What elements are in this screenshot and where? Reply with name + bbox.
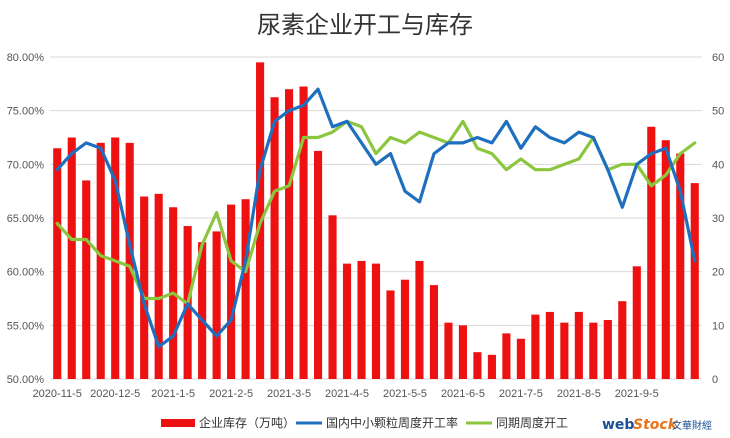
inventory-bar xyxy=(328,215,337,379)
inventory-bar xyxy=(690,183,699,379)
right-tick-label: 30 xyxy=(712,213,724,225)
operating-rate-line xyxy=(55,87,697,349)
inventory-bar xyxy=(111,137,120,379)
inventory-bar xyxy=(661,140,670,379)
right-tick-label: 40 xyxy=(712,159,724,171)
inventory-bar xyxy=(400,279,410,379)
inventory-bar xyxy=(473,352,482,379)
inventory-bar xyxy=(502,333,511,379)
inventory-bar xyxy=(125,142,134,379)
right-tick-label: 0 xyxy=(712,374,718,386)
inventory-bar xyxy=(618,301,627,379)
left-tick-label: 50.00% xyxy=(7,374,45,386)
inventory-bar xyxy=(82,180,91,379)
inventory-bar xyxy=(53,148,62,379)
inventory-bar xyxy=(676,153,685,379)
inventory-bar xyxy=(487,354,496,379)
legend-label-same-period: 同期周度开工 xyxy=(496,415,568,430)
inventory-bar xyxy=(357,260,366,379)
right-tick-label: 20 xyxy=(712,267,724,279)
bar-series xyxy=(53,62,699,380)
left-axis: 50.00% 55.00% 60.00% 65.00% 70.00% 75.00% 80.0… xyxy=(7,52,45,386)
x-tick-label: 2021-1-5 xyxy=(151,388,195,400)
legend-label-operating-rate: 国内中小颗粒周度开工率 xyxy=(326,415,458,430)
inventory-bar xyxy=(313,150,323,379)
right-tick-label: 60 xyxy=(712,52,724,64)
inventory-bar xyxy=(96,142,105,379)
x-tick-label: 2021-3-5 xyxy=(267,388,311,400)
inventory-bar xyxy=(386,290,395,379)
inventory-bar xyxy=(270,97,279,379)
right-tick-label: 10 xyxy=(712,320,724,332)
inventory-bar xyxy=(342,263,352,379)
webstock-logo: web Stock 文華財經 xyxy=(602,417,712,433)
x-tick-label: 2021-2-5 xyxy=(209,388,253,400)
inventory-bar xyxy=(429,285,439,379)
inventory-bar xyxy=(241,199,250,379)
inventory-bar xyxy=(560,322,569,379)
x-tick-label: 2020-12-5 xyxy=(90,388,140,400)
x-tick-label: 2021-7-5 xyxy=(499,388,543,400)
left-tick-label: 80.00% xyxy=(7,52,45,64)
inventory-bar xyxy=(603,319,612,379)
legend: 企业库存（万吨） 国内中小颗粒周度开工率 同期周度开工 xyxy=(161,415,568,430)
inventory-bar xyxy=(647,126,656,380)
logo-web: web xyxy=(602,417,634,433)
inventory-bar xyxy=(140,196,149,379)
inventory-bar xyxy=(285,89,294,379)
x-tick-label: 2021-9-5 xyxy=(615,388,659,400)
inventory-bar xyxy=(198,242,207,379)
inventory-bar xyxy=(299,86,308,380)
inventory-bar xyxy=(154,193,163,379)
inventory-bar xyxy=(531,314,540,379)
inventory-bar xyxy=(371,263,381,379)
line-series xyxy=(55,87,697,349)
inventory-bar xyxy=(415,260,424,379)
inventory-bar xyxy=(632,266,641,379)
x-tick-label: 2021-4-5 xyxy=(325,388,369,400)
legend-label-inventory: 企业库存（万吨） xyxy=(199,415,295,430)
inventory-bar xyxy=(574,311,583,379)
left-tick-label: 70.00% xyxy=(7,159,45,171)
inventory-bar xyxy=(458,325,467,379)
right-tick-label: 50 xyxy=(712,106,724,118)
inventory-bar xyxy=(212,231,221,379)
logo-stock: Stock xyxy=(633,417,679,433)
inventory-bar xyxy=(545,311,554,379)
x-tick-label: 2021-5-5 xyxy=(383,388,427,400)
left-tick-label: 75.00% xyxy=(7,106,45,118)
inventory-bar xyxy=(444,322,453,379)
same-period-line xyxy=(55,119,697,306)
right-axis: 0 10 20 30 40 50 60 xyxy=(712,52,724,386)
x-tick-label: 2021-8-5 xyxy=(557,388,601,400)
inventory-bar xyxy=(227,204,236,379)
chart-title: 尿素企业开工与库存 xyxy=(257,11,473,39)
left-tick-label: 60.00% xyxy=(7,267,45,279)
inventory-bar xyxy=(589,322,598,379)
x-tick-label: 2021-6-5 xyxy=(441,388,485,400)
inventory-bar xyxy=(67,137,76,379)
logo-cn: 文華財經 xyxy=(672,419,712,432)
legend-swatch-bar xyxy=(161,419,195,427)
x-tick-label: 2020-11-5 xyxy=(33,388,82,400)
x-axis: 2020-11-5 2020-12-5 2021-1-5 2021-2-5 2021-3… xyxy=(33,388,659,400)
inventory-bar xyxy=(516,338,525,379)
left-tick-label: 65.00% xyxy=(7,213,45,225)
left-tick-label: 55.00% xyxy=(7,320,45,332)
